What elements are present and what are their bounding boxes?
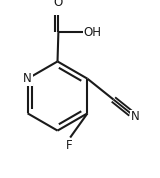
Text: N: N [23,72,32,85]
Text: OH: OH [84,25,101,38]
Text: O: O [54,0,63,9]
Text: F: F [66,139,73,152]
Text: N: N [131,110,139,123]
